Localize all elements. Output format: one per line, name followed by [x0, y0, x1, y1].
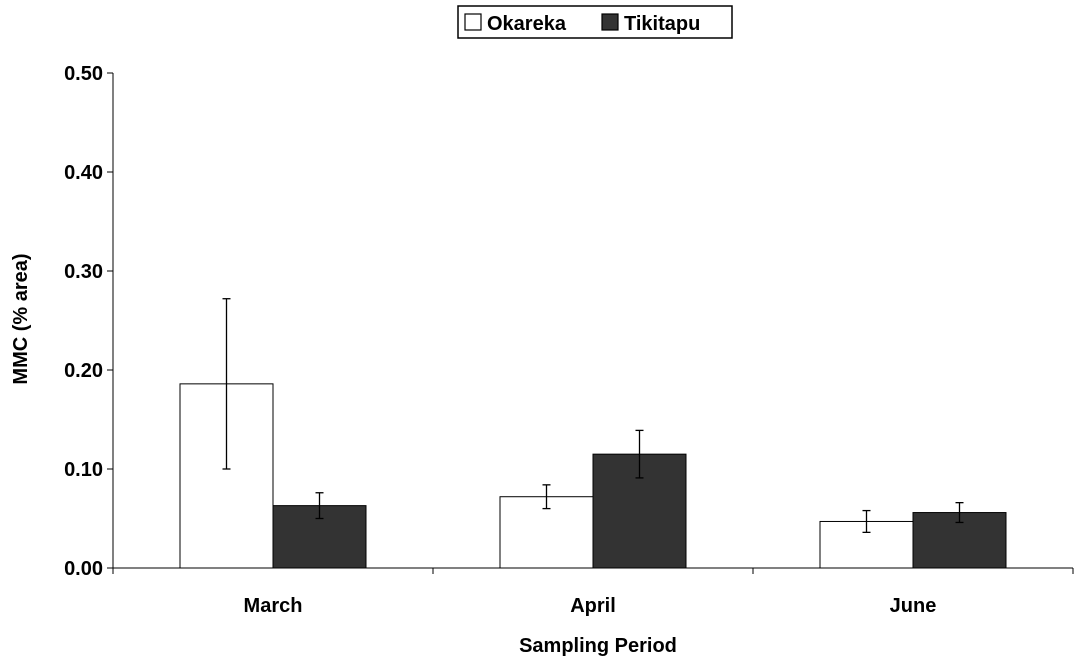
x-tick-label: April: [570, 595, 616, 617]
legend: Okareka Tikitapu: [457, 5, 733, 39]
x-tick-label: June: [890, 595, 937, 617]
y-tick-label: 0.10: [64, 459, 103, 481]
y-tick-label: 0.00: [64, 558, 103, 580]
x-tick-label: March: [244, 595, 303, 617]
plot-area: 0.00 0.10 0.20 0.30 0.40 0.50 March April June: [64, 63, 1074, 617]
y-tick-label: 0.20: [64, 360, 103, 382]
legend-swatch-okareka: [464, 13, 482, 31]
y-axis-title: MMC (% area): [10, 253, 32, 384]
x-axis-title: Sampling Period: [519, 635, 677, 657]
y-tick-label: 0.50: [64, 63, 103, 85]
legend-box: [457, 5, 733, 39]
y-tick-label: 0.40: [64, 162, 103, 184]
legend-label-okareka: Okareka: [487, 13, 567, 35]
legend-label-tikitapu: Tikitapu: [624, 13, 700, 35]
legend-swatch-tikitapu: [601, 13, 619, 31]
y-tick-label: 0.30: [64, 261, 103, 283]
